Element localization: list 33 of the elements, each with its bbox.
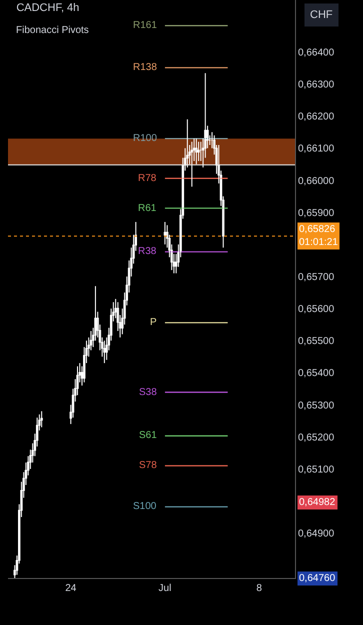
- series-label: R78: [138, 173, 157, 184]
- x-tick-label: 8: [256, 583, 262, 594]
- y-tick-label: 0,65700: [298, 272, 335, 283]
- y-tick-label: 0,65900: [298, 208, 335, 219]
- series-label: S78: [139, 460, 158, 471]
- text: 0,64760: [299, 573, 336, 584]
- chart-title: CADCHF, 4h: [16, 2, 80, 14]
- ref-line-label: 0,65826 01:01:21: [299, 224, 338, 248]
- y-tick-label: 0,66000: [298, 176, 335, 187]
- y-tick-label: 0,65400: [298, 368, 335, 380]
- text: CHF: [310, 9, 333, 21]
- x-tick-label: Jul: [158, 583, 172, 594]
- y-tick-label: 0,66300: [298, 80, 335, 91]
- text: 0,64982: [299, 497, 336, 508]
- y-tick-label: 0,66100: [298, 144, 335, 155]
- y-tick-label: 0,65600: [298, 304, 335, 316]
- y-tick-label: 0,65100: [298, 464, 335, 476]
- y-tick-label: 0,66400: [298, 47, 335, 58]
- series-label: R61: [138, 203, 157, 214]
- series-label: S100: [133, 501, 157, 512]
- y-tick-label: 0,65300: [298, 400, 335, 412]
- series-label: P: [150, 317, 157, 328]
- y-tick-label: 0,65500: [298, 336, 335, 348]
- y-tick-label: 0,66200: [298, 112, 335, 123]
- series-label: R138: [133, 62, 158, 73]
- series-label: S61: [139, 430, 158, 441]
- y-tick-label: 0,65200: [298, 432, 335, 444]
- series-label: R161: [133, 20, 158, 31]
- series-label: S38: [139, 387, 158, 398]
- y-tick-label: 0,64900: [298, 528, 335, 540]
- text: Fibonacci Pivots: [16, 25, 89, 36]
- series-label: R38: [138, 246, 157, 257]
- x-tick-label: 24: [65, 583, 77, 594]
